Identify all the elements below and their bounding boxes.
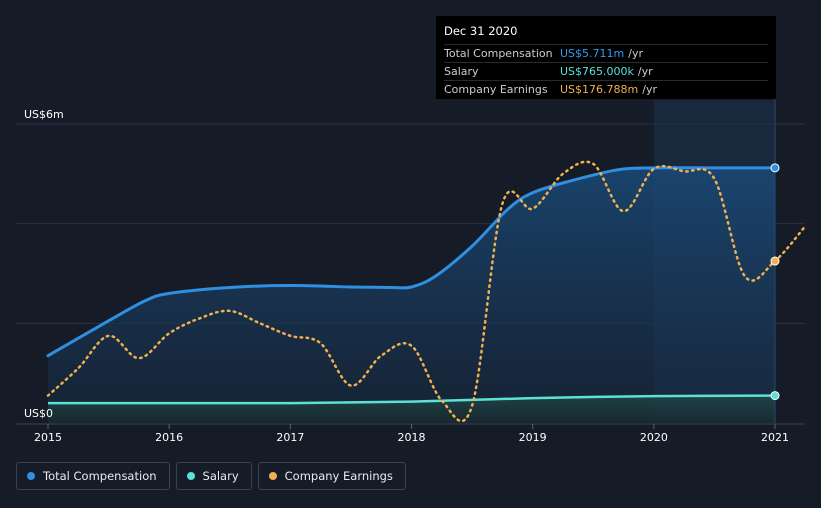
- tooltip-row-company-earnings: Company Earnings US$176.788m /yr: [444, 80, 768, 98]
- x-tick-label: 2019: [519, 431, 547, 444]
- company-earnings-line: [46, 160, 807, 423]
- salary-line: [48, 394, 776, 405]
- total-compensation-area: [48, 167, 775, 423]
- y-axis-labels: US$6m US$0: [24, 108, 64, 420]
- x-tick-label: 2020: [640, 431, 668, 444]
- legend-dot-icon: [27, 472, 35, 480]
- tooltip-date: Dec 31 2020: [444, 24, 518, 38]
- y-tick-label: US$6m: [24, 108, 64, 121]
- legend-item-company-earnings[interactable]: Company Earnings: [257, 462, 406, 490]
- highlight-markers: [770, 163, 780, 401]
- marker-company-earnings: [770, 256, 780, 266]
- legend-dot-icon: [186, 472, 195, 480]
- x-tick-label: 2015: [34, 431, 62, 444]
- legend-label: Total Compensation: [43, 469, 157, 483]
- tooltip-label: Company Earnings: [444, 83, 548, 96]
- x-tick-label: 2018: [398, 431, 426, 444]
- tooltip-value: US$765.000k: [560, 65, 634, 78]
- x-tick-label: 2016: [155, 431, 183, 444]
- tooltip-unit: /yr: [628, 47, 643, 60]
- x-tick-label: 2021: [761, 431, 789, 444]
- salary-area: [48, 395, 775, 423]
- tooltip-unit: /yr: [637, 65, 653, 78]
- x-tick-label: 2017: [276, 431, 304, 444]
- legend-item-salary[interactable]: Salary: [175, 462, 252, 490]
- marker-total-compensation: [770, 163, 780, 173]
- chart-legend: Total Compensation Salary Company Earnin…: [16, 462, 406, 490]
- tooltip-row-salary: Salary US$765.000k /yr: [444, 62, 768, 80]
- tooltip: Dec 31 2020 Total Compensation US$5.711m…: [436, 16, 776, 99]
- tooltip-unit: /yr: [642, 83, 657, 96]
- tooltip-label: Total Compensation: [444, 47, 553, 60]
- x-axis-ticks: 2015 2016 2017 2018 2019 2020 2021: [34, 424, 789, 444]
- legend-label: Company Earnings: [284, 469, 393, 483]
- marker-salary: [770, 391, 780, 401]
- legend-item-total-compensation[interactable]: Total Compensation: [16, 462, 170, 490]
- tooltip-value: US$5.711m: [560, 47, 625, 60]
- tooltip-value: US$176.788m: [560, 83, 639, 96]
- y-tick-label: US$0: [24, 407, 53, 420]
- legend-label: Salary: [202, 469, 239, 483]
- total-compensation-line: [46, 166, 777, 358]
- legend-dot-icon: [268, 472, 277, 480]
- tooltip-row-total-compensation: Total Compensation US$5.711m /yr: [444, 44, 768, 62]
- tooltip-label: Salary: [444, 65, 479, 78]
